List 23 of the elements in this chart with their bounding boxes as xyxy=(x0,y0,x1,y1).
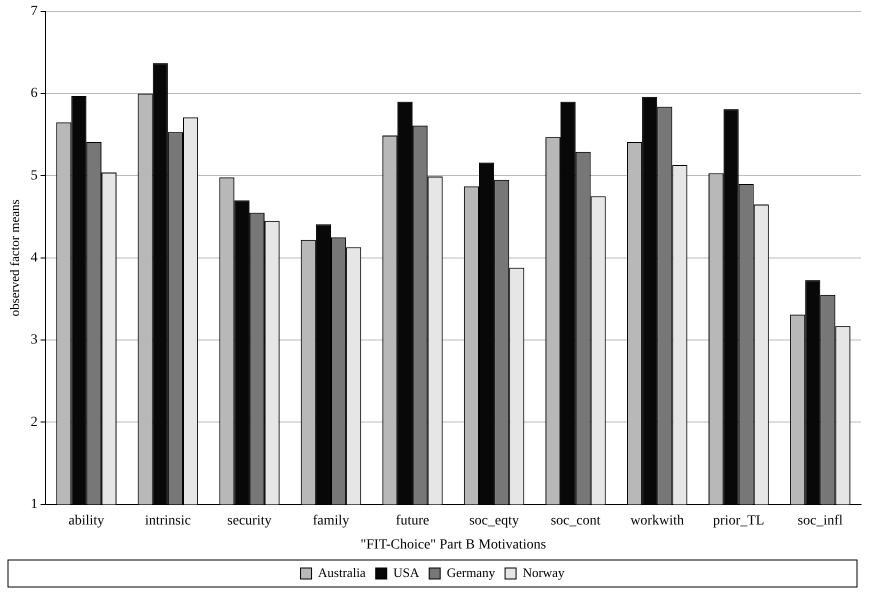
x-tick-label: intrinsic xyxy=(144,513,191,528)
y-tick-label: 1 xyxy=(30,497,38,512)
x-tick-label: prior_TL xyxy=(713,513,764,528)
y-tick-label: 5 xyxy=(30,168,38,184)
x-tick-label: workwith xyxy=(630,513,684,528)
y-tick-label: 3 xyxy=(30,332,38,348)
x-axis-title: "FIT-Choice" Part B Motivations xyxy=(360,537,546,552)
legend-label: Germany xyxy=(446,564,496,580)
x-tick-label: soc_infl xyxy=(798,513,843,528)
x-tick-label: soc_cont xyxy=(550,513,601,528)
legend-label: Australia xyxy=(318,564,366,580)
y-tick-label: 7 xyxy=(30,4,38,20)
legend-label: USA xyxy=(393,564,420,580)
y-tick-label: 2 xyxy=(30,414,38,430)
y-tick-label: 6 xyxy=(30,86,38,102)
x-tick-label: security xyxy=(227,513,272,528)
x-tick-label: family xyxy=(312,513,350,528)
x-tick-label: future xyxy=(396,513,430,528)
x-tick-label: soc_eqty xyxy=(469,513,519,528)
y-axis-title: observed factor means xyxy=(7,199,22,316)
x-tick-label: ability xyxy=(68,513,104,528)
y-tick-label: 4 xyxy=(30,250,38,266)
legend-label: Norway xyxy=(522,564,565,580)
